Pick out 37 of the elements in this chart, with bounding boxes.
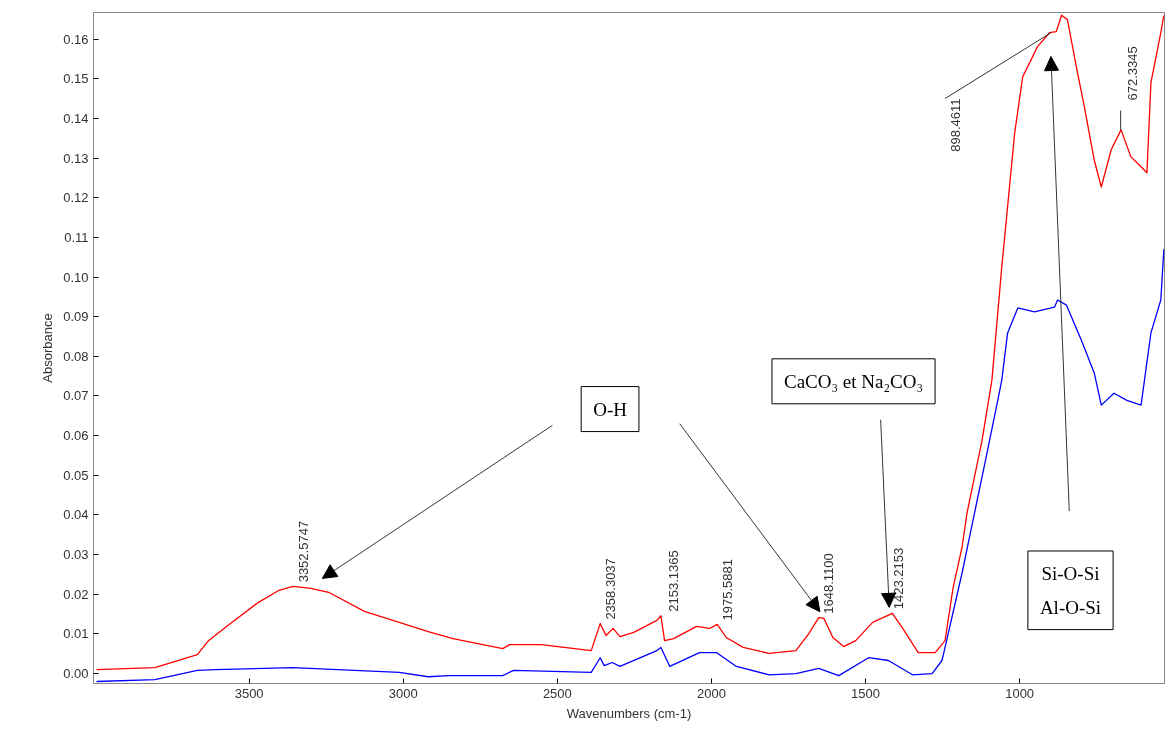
x-axis-title: Wavenumbers (cm-1) <box>566 705 692 721</box>
annotation: 1423.2153 <box>890 547 906 610</box>
annotation: 672.3345 <box>1125 46 1141 101</box>
x-tick-label: 1500 <box>851 685 881 701</box>
y-tick-label: 0.13 <box>63 150 89 166</box>
annotation: 898.4611 <box>947 98 963 152</box>
y-tick-label: 0.05 <box>63 467 89 483</box>
annotation: 3352.5747 <box>296 520 312 583</box>
y-axis-title: Absorbance <box>40 313 56 383</box>
y-tick-label: 0.11 <box>64 229 89 245</box>
y-tick-label: 0.15 <box>63 71 89 87</box>
y-tick-label: 0.07 <box>63 388 89 404</box>
annotation: 1648.1100 <box>821 553 837 614</box>
y-tick-label: 0.10 <box>63 269 89 285</box>
y-tick-label: 0.06 <box>63 428 89 444</box>
y-tick-label: 0.14 <box>63 110 89 126</box>
y-tick-label: 0.09 <box>63 309 89 325</box>
x-tick-label: 2500 <box>542 685 572 701</box>
line-series <box>95 14 1165 671</box>
y-tick-label: 0.08 <box>63 348 89 364</box>
annotation: O-H <box>593 398 628 420</box>
annotation: 1975.5881 <box>720 558 736 621</box>
x-tick-label: 3500 <box>234 685 264 701</box>
annotation: 2358.3037 <box>602 558 618 620</box>
annotation: CaCO₃ et Na₂CO₃ <box>783 370 924 392</box>
x-tick-label: 3000 <box>388 685 418 701</box>
x-tick-label: 2000 <box>696 685 726 701</box>
y-tick-label: 0.03 <box>63 547 89 563</box>
annotation: 2153.1365 <box>665 550 681 612</box>
x-tick-label: 1000 <box>1005 685 1035 701</box>
y-tick-label: 0.01 <box>63 626 89 642</box>
y-tick-label: 0.02 <box>63 586 89 602</box>
y-tick-label: 0.04 <box>63 507 89 523</box>
y-tick-label: 0.16 <box>63 31 89 47</box>
y-tick-label: 0.00 <box>63 666 89 682</box>
y-tick-label: 0.12 <box>63 190 89 206</box>
annotation: Si-O-Si Al-O-Si <box>1039 563 1102 618</box>
